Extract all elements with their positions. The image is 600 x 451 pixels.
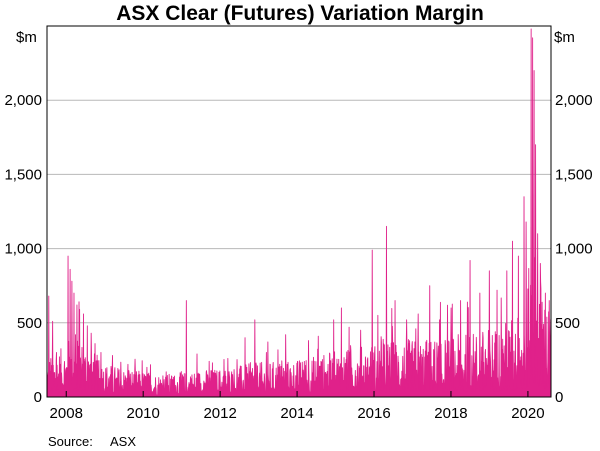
x-tick-label: 2010 bbox=[126, 405, 159, 422]
y-left-tick-label: 500 bbox=[17, 315, 42, 332]
y-left-tick-label: 0 bbox=[34, 389, 42, 406]
x-tick-label: 2016 bbox=[357, 405, 390, 422]
x-tick-label: 2012 bbox=[203, 405, 236, 422]
y-left-tick-label: 1,500 bbox=[4, 166, 42, 183]
source-value: ASX bbox=[110, 434, 136, 449]
series-area bbox=[46, 28, 552, 398]
gridlines bbox=[47, 99, 551, 324]
y-right-tick-label: 1,500 bbox=[555, 166, 593, 183]
x-tick-label: 2018 bbox=[434, 405, 467, 422]
y-axis-left-unit: $m bbox=[16, 29, 37, 46]
y-left-tick-label: 2,000 bbox=[4, 92, 42, 109]
plot-frame bbox=[46, 25, 552, 398]
y-right-tick-label: 0 bbox=[555, 389, 563, 406]
x-tick-label: 2008 bbox=[50, 405, 83, 422]
y-left-tick-label: 1,000 bbox=[4, 241, 42, 258]
y-axis-left-ticks: 0 500 1,000 1,500 2,000 bbox=[4, 92, 42, 406]
chart-title: ASX Clear (Futures) Variation Margin bbox=[116, 2, 484, 25]
y-right-tick-label: 1,000 bbox=[555, 241, 593, 258]
x-tick-label: 2020 bbox=[511, 405, 544, 422]
y-axis-right-unit: $m bbox=[554, 29, 575, 46]
source-label: Source: bbox=[48, 434, 93, 449]
y-right-tick-label: 2,000 bbox=[555, 92, 593, 109]
variation-margin-series bbox=[46, 28, 552, 398]
y-right-tick-label: 500 bbox=[555, 315, 580, 332]
x-tick-label: 2014 bbox=[280, 405, 313, 422]
y-axis-right-ticks: 0 500 1,000 1,500 2,000 bbox=[555, 92, 593, 406]
x-axis-ticks: 2008 2010 2012 2014 2016 2018 2020 bbox=[50, 391, 545, 422]
